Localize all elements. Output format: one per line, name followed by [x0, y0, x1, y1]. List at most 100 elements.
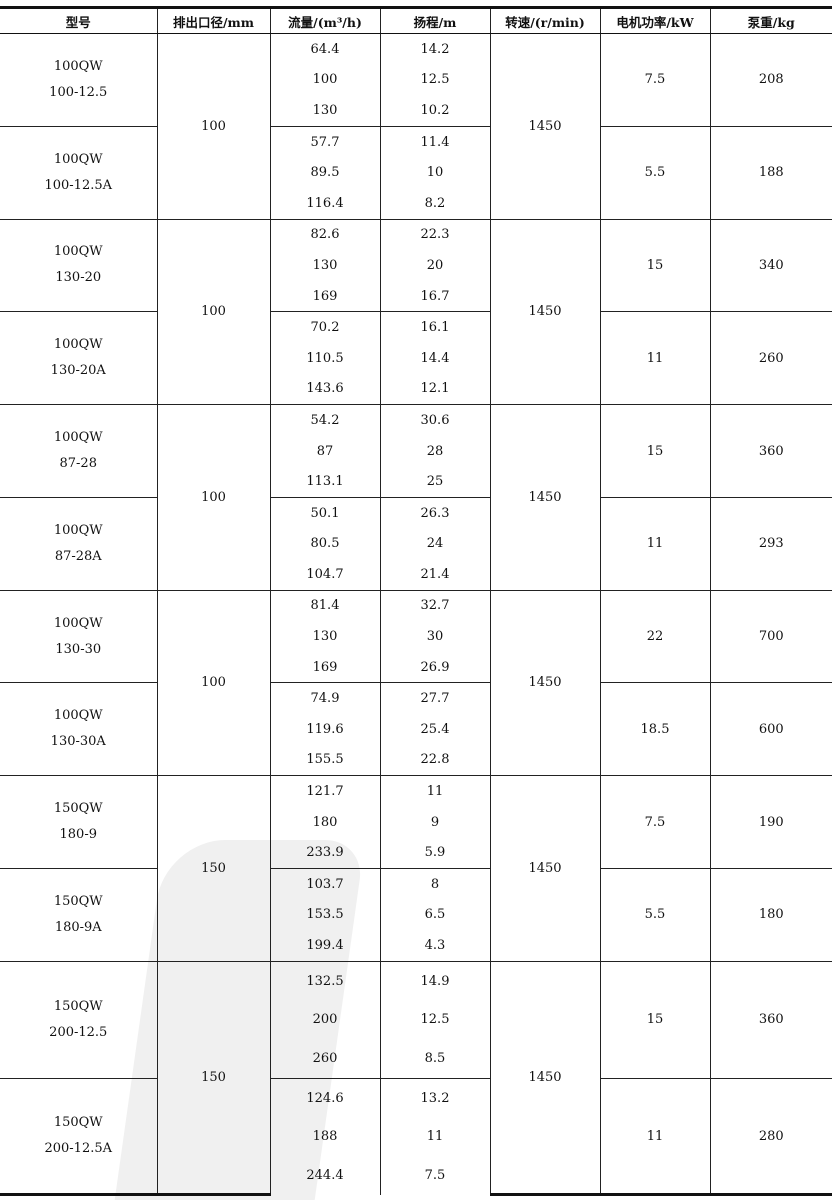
- head-cell: 14.9: [379, 960, 491, 1001]
- table-row: 100QW 130-30A 74.9 27.7 18.5 600: [0, 682, 832, 776]
- power-cell: 7.5: [599, 775, 711, 869]
- model-line: 200-12.5: [49, 1024, 108, 1040]
- head-cell: 16.7: [379, 280, 491, 312]
- table-row: 104.7 21.4: [0, 559, 832, 591]
- table-row: 80.5 24: [0, 528, 832, 560]
- head-cell: 14.4: [379, 342, 491, 374]
- flow-cell: 74.9: [269, 682, 381, 715]
- head-cell: 22.8: [379, 744, 491, 776]
- power-cell: 11: [599, 1077, 711, 1197]
- table-row: 100QW 130-20 100 82.6 22.3 1450 15 340: [0, 218, 832, 405]
- model-line: 130-30A: [50, 734, 106, 750]
- header-row: 型号 排出口径/mm 流量/(m³/h) 扬程/m 转速/(r/min) 电机功…: [0, 6, 832, 34]
- model-cell: 150QW 180-9A: [0, 868, 158, 962]
- head-cell: 7.5: [379, 1156, 491, 1195]
- head-cell: 12.5: [379, 1000, 491, 1040]
- model-name: 100QW 100-12.5A: [0, 147, 157, 199]
- flow-cell: 200: [269, 1000, 381, 1040]
- table-row: 100QW 87-28A 50.1 26.3 11 293: [0, 496, 832, 591]
- flow-cell: 188: [269, 1117, 381, 1157]
- table-row: 155.5 22.8: [0, 744, 832, 776]
- flow-cell: 119.6: [269, 714, 381, 745]
- model-line: 150QW: [53, 801, 103, 817]
- model-line: 130-20A: [50, 363, 106, 379]
- flow-cell: 70.2: [269, 311, 381, 343]
- flow-cell: 82.6: [269, 218, 381, 251]
- weight-cell: 188: [709, 125, 832, 220]
- model-cell: 100QW 100-12.5A: [0, 125, 158, 220]
- flow-cell: 50.1: [269, 496, 381, 529]
- head-cell: 27.7: [379, 682, 491, 715]
- head-cell: 6.5: [379, 899, 491, 931]
- flow-cell: 124.6: [269, 1077, 381, 1118]
- model-cell: 100QW 130-30A: [0, 682, 158, 776]
- model-line: 200-12.5A: [44, 1141, 113, 1157]
- flow-cell: 80.5: [269, 528, 381, 560]
- header-power: 电机功率/kW: [599, 6, 711, 34]
- model-cell: 100QW 87-28: [0, 404, 158, 498]
- flow-cell: 89.5: [269, 157, 381, 188]
- flow-cell: 260: [269, 1039, 381, 1079]
- table-row: 87 28: [0, 435, 832, 467]
- head-cell: 20: [379, 250, 491, 281]
- power-cell: 11: [599, 311, 711, 405]
- head-cell: 14.2: [379, 32, 491, 65]
- table-row: 130 20: [0, 250, 832, 281]
- flow-cell: 87: [269, 435, 381, 467]
- table-row: 153.5 6.5: [0, 899, 832, 931]
- head-cell: 24: [379, 528, 491, 560]
- model-cell: 100QW 130-30: [0, 589, 158, 683]
- head-cell: 10: [379, 157, 491, 188]
- weight-cell: 280: [709, 1077, 832, 1197]
- table-row: 119.6 25.4: [0, 714, 832, 745]
- speed-cell: 1450: [489, 960, 601, 1197]
- table-row: 100QW 130-30 100 81.4 32.7 1450 22 700: [0, 589, 832, 776]
- diameter-cell: 100: [156, 218, 271, 405]
- flow-cell: 81.4: [269, 589, 381, 622]
- flow-cell: 132.5: [269, 960, 381, 1001]
- table-row: 130 10.2: [0, 95, 832, 127]
- flow-cell: 103.7: [269, 868, 381, 900]
- flow-cell: 169: [269, 280, 381, 312]
- model-line: 87-28A: [54, 548, 102, 564]
- table-row: 100QW 87-28 100 54.2 30.6 1450 15 360: [0, 404, 832, 591]
- model-cell: 150QW 200-12.5: [0, 960, 158, 1079]
- model-cell: 100QW 100-12.5: [0, 33, 158, 127]
- model-line: 150QW: [53, 998, 103, 1014]
- diameter-cell: 150: [156, 960, 271, 1197]
- header-diameter: 排出口径/mm: [156, 6, 271, 34]
- head-cell: 5.9: [379, 837, 491, 869]
- model-cell: 100QW 130-20: [0, 218, 158, 312]
- model-line: 100QW: [53, 615, 103, 631]
- speed-cell: 1450: [489, 218, 601, 405]
- model-line: 130-20: [55, 270, 102, 286]
- model-line: 100QW: [53, 244, 103, 260]
- power-cell: 5.5: [599, 125, 711, 220]
- table-row: 260 8.5: [0, 1039, 832, 1079]
- flow-cell: 169: [269, 651, 381, 683]
- table-row: 116.4 8.2: [0, 187, 832, 220]
- head-cell: 26.3: [379, 496, 491, 529]
- model-name: 100QW 130-30A: [0, 703, 157, 755]
- weight-cell: 700: [709, 589, 832, 683]
- power-cell: 15: [599, 218, 711, 312]
- head-cell: 25.4: [379, 714, 491, 745]
- head-cell: 4.3: [379, 930, 491, 962]
- head-cell: 11.4: [379, 125, 491, 158]
- model-line: 150QW: [53, 1115, 103, 1131]
- head-cell: 25: [379, 466, 491, 498]
- flow-cell: 100: [269, 64, 381, 96]
- table-row: 199.4 4.3: [0, 930, 832, 962]
- power-cell: 11: [599, 496, 711, 591]
- model-cell: 150QW 200-12.5A: [0, 1077, 158, 1197]
- flow-cell: 233.9: [269, 837, 381, 869]
- power-cell: 22: [599, 589, 711, 683]
- table-row: 110.5 14.4: [0, 342, 832, 374]
- weight-cell: 293: [709, 496, 832, 591]
- header-speed: 转速/(r/min): [489, 6, 601, 34]
- diameter-cell: 100: [156, 33, 271, 220]
- weight-cell: 260: [709, 311, 832, 405]
- table-row: 100 12.5: [0, 64, 832, 96]
- head-cell: 30.6: [379, 404, 491, 436]
- model-name: 150QW 200-12.5A: [0, 1110, 157, 1162]
